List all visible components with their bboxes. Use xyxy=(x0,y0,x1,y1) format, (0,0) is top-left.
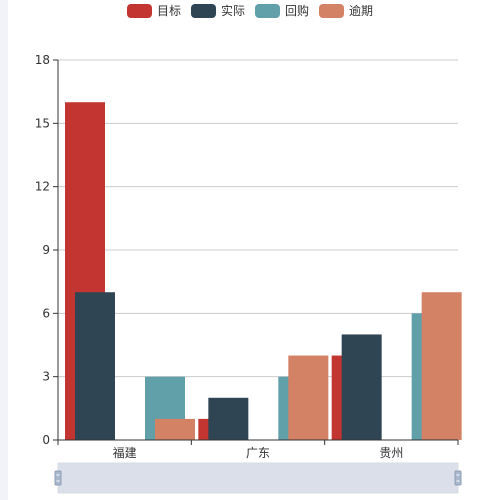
legend-swatch xyxy=(319,4,344,18)
axes: 0 3 6 9 12 15 18 福建 广东 贵州 xyxy=(35,53,459,460)
legend-swatch xyxy=(255,4,280,18)
y-tick-label: 9 xyxy=(42,243,50,257)
handle-grip xyxy=(54,470,62,486)
legend-label: 实际 xyxy=(221,3,245,18)
legend-label: 回购 xyxy=(285,3,309,18)
grid-lines xyxy=(58,59,458,378)
x-tick-label: 福建 xyxy=(113,445,137,460)
y-tick-label: 3 xyxy=(42,370,50,384)
y-tick-label: 15 xyxy=(35,116,50,130)
legend-item-实际[interactable]: 实际 xyxy=(191,3,245,18)
bars xyxy=(65,102,462,440)
bar-逾期-广东[interactable] xyxy=(288,355,329,440)
legend-swatch xyxy=(191,4,216,18)
bar-实际-贵州[interactable] xyxy=(341,334,382,440)
legend-swatch xyxy=(127,4,152,18)
y-tick-label: 0 xyxy=(42,433,50,447)
y-tick-label: 6 xyxy=(42,306,50,320)
data-zoom-left-handle[interactable] xyxy=(54,470,62,486)
handle-grip xyxy=(454,470,462,486)
y-tick-label: 12 xyxy=(35,180,50,194)
bar-逾期-贵州[interactable] xyxy=(421,292,462,440)
left-gutter xyxy=(0,0,8,500)
legend[interactable]: 目标 实际 回购 逾期 xyxy=(127,3,373,18)
bar-实际-广东[interactable] xyxy=(208,397,249,440)
legend-item-逾期[interactable]: 逾期 xyxy=(319,3,373,18)
data-zoom-slider[interactable] xyxy=(54,462,462,494)
y-tick-label: 18 xyxy=(35,53,50,67)
legend-item-目标[interactable]: 目标 xyxy=(127,4,181,18)
data-zoom-window[interactable] xyxy=(58,463,458,493)
x-tick-label: 贵州 xyxy=(379,446,403,460)
bar-实际-福建[interactable] xyxy=(75,292,115,440)
legend-label: 逾期 xyxy=(349,3,373,18)
legend-label: 目标 xyxy=(157,4,181,18)
data-zoom-right-handle[interactable] xyxy=(454,470,462,486)
x-tick-label: 广东 xyxy=(246,446,270,460)
legend-item-回购[interactable]: 回购 xyxy=(255,3,309,18)
bar-逾期-福建[interactable] xyxy=(155,418,195,440)
